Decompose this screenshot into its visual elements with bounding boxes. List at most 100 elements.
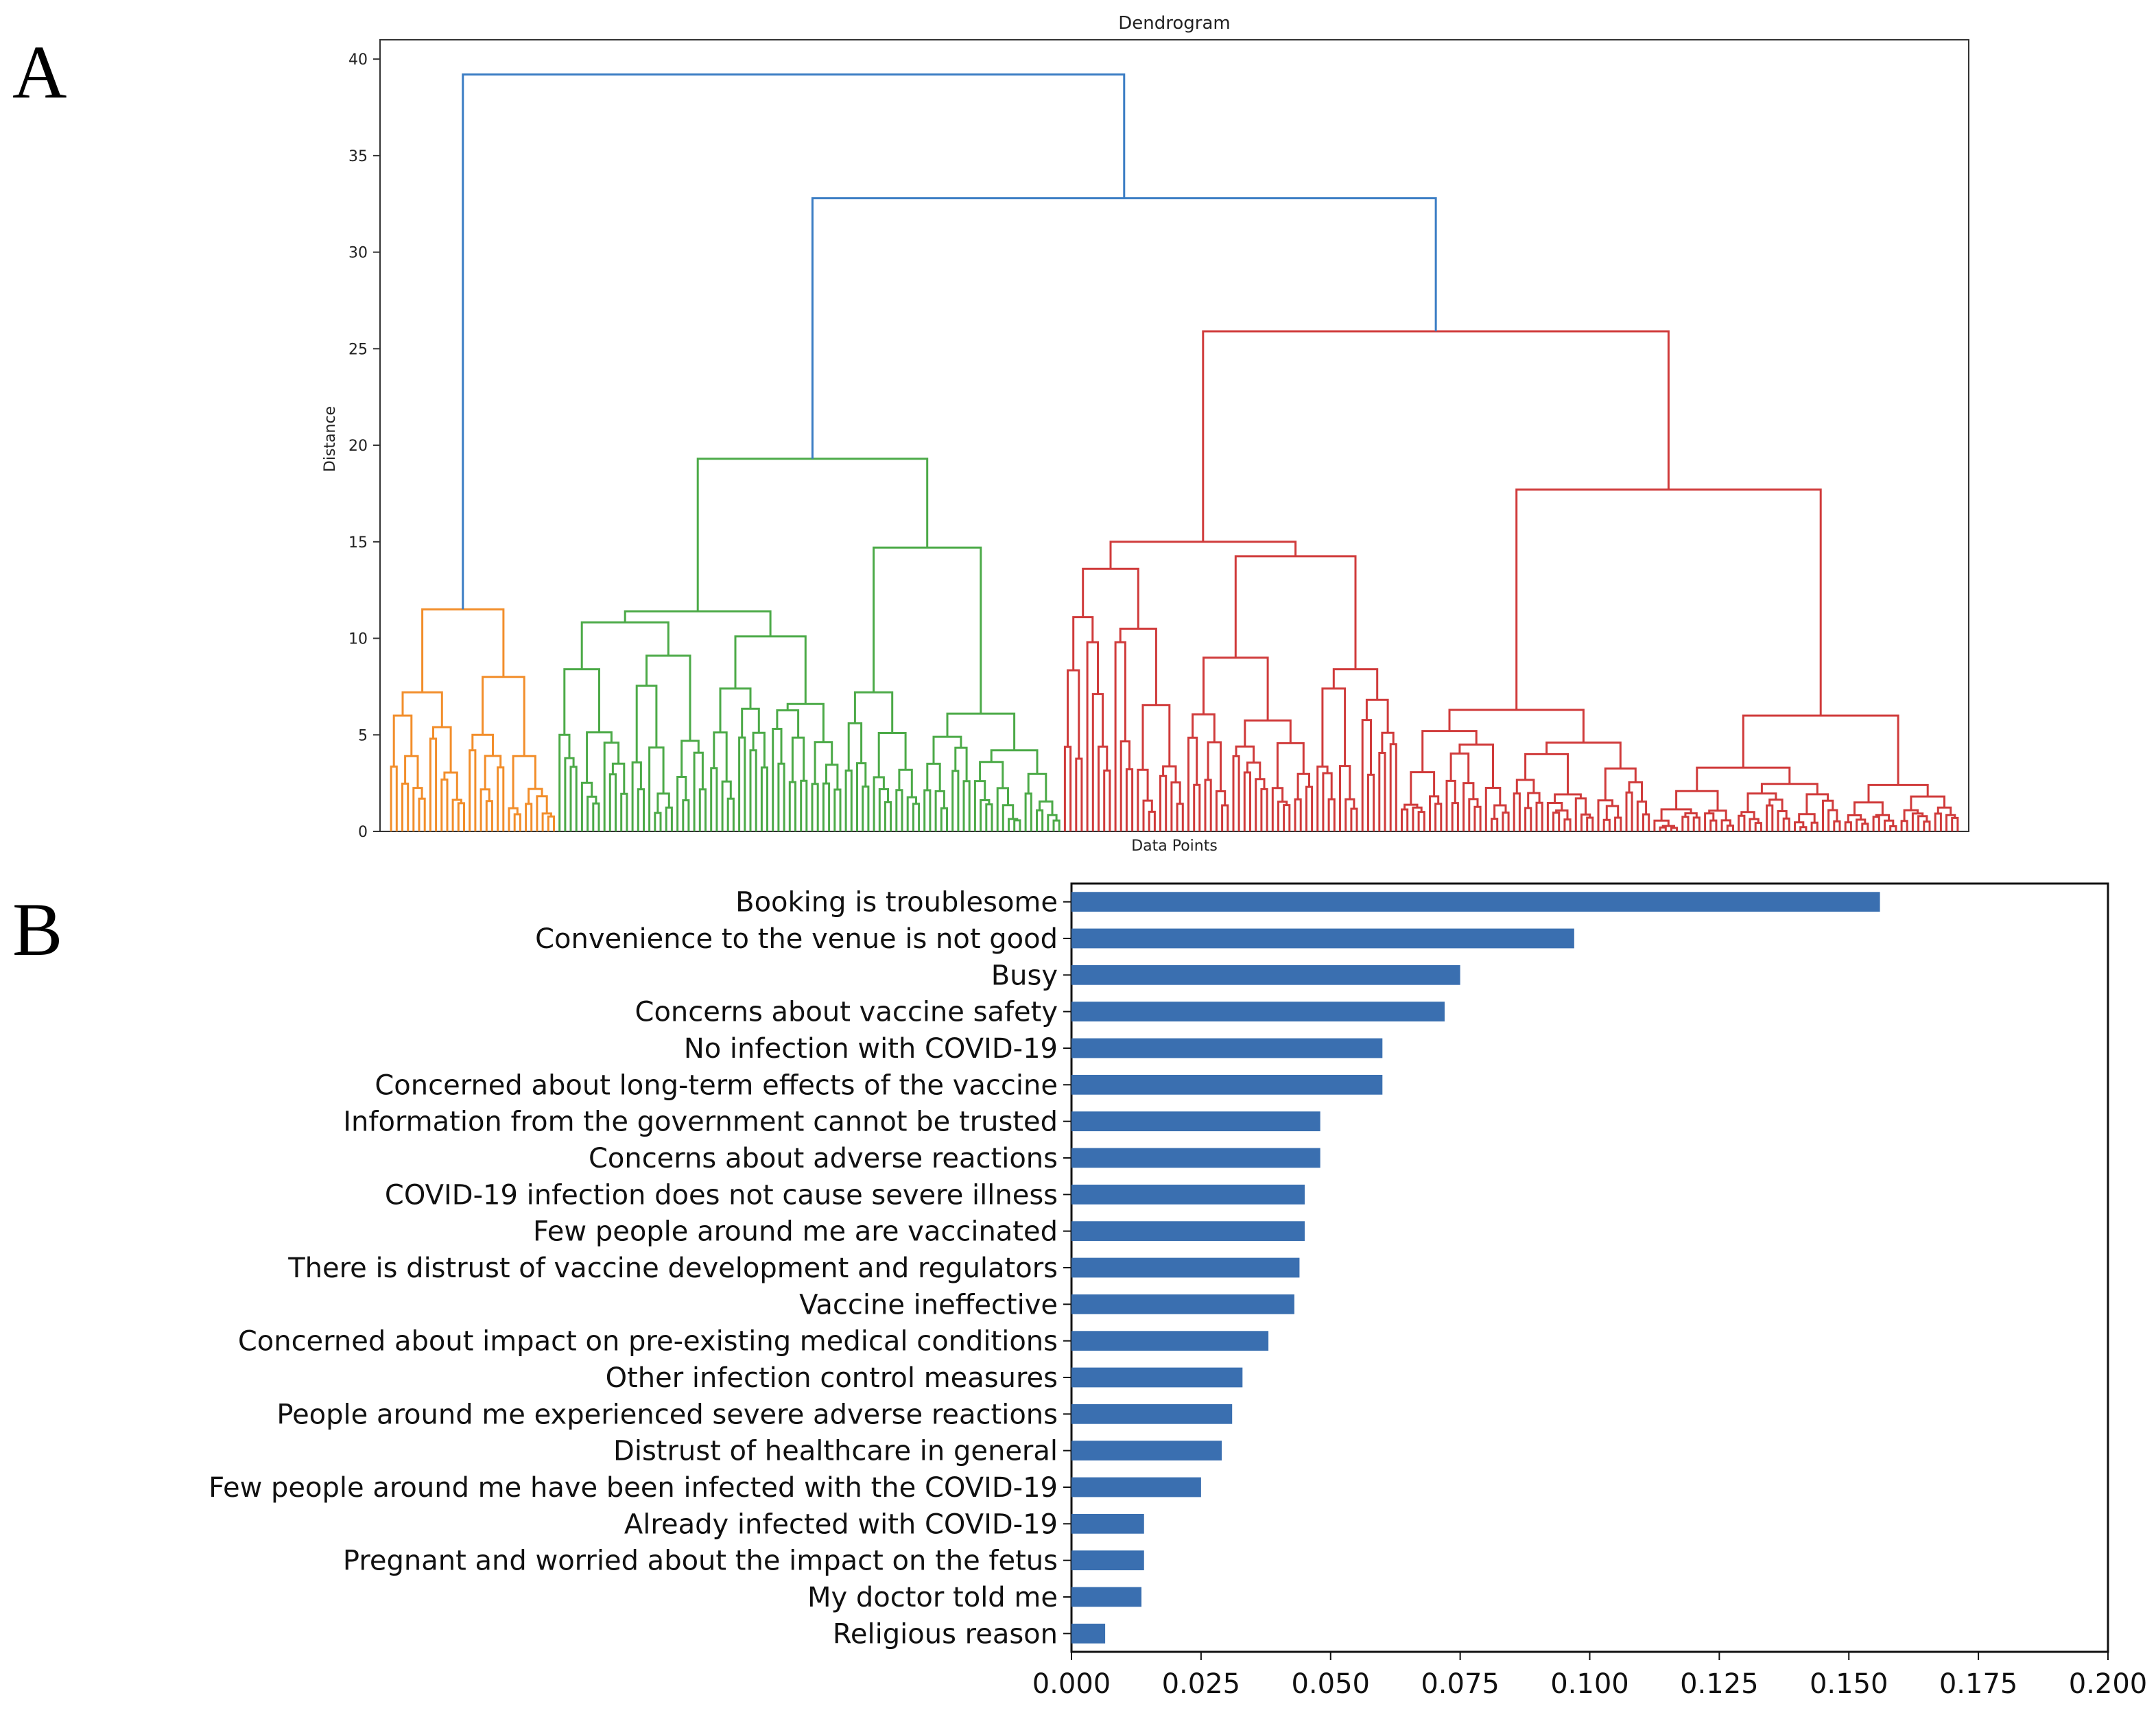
red-cluster-link [1332,668,1379,700]
category-label: Busy [991,960,1058,991]
red-cluster-link [1604,767,1637,801]
x-tick-label: 0.200 [2069,1668,2148,1700]
red-cluster-link [1934,812,1942,831]
red-cluster-link [1659,826,1667,831]
category-label: Booking is troublesome [735,887,1058,919]
green-cluster-link [749,749,757,831]
red-cluster-link [1493,804,1507,819]
red-cluster-link [1872,816,1880,831]
red-cluster-link [1294,798,1302,831]
category-label: Already infected with COVID-19 [624,1508,1058,1540]
red-cluster-link [1900,820,1908,831]
dendrogram-y-tick-label: 40 [348,51,368,69]
red-cluster-link [1653,819,1670,831]
category-label: Information from the government cannot b… [343,1106,1058,1138]
orange-cluster-link [469,749,477,831]
green-cluster-link [738,736,746,831]
orange-cluster-link [513,813,521,831]
red-cluster-link [1768,798,1784,812]
panel-label-a: A [12,30,67,114]
green-cluster-link [563,668,600,735]
red-cluster-link [1159,774,1168,831]
orange-cluster-link [479,788,490,831]
dendrogram-y-label: Distance [322,406,339,472]
category-label: COVID-19 infection does not cause severe… [385,1179,1058,1211]
green-cluster-link [676,776,687,831]
green-cluster-link [934,790,945,831]
red-cluster-link [1412,806,1423,831]
orange-cluster-link [412,787,423,831]
red-cluster-link [1636,801,1648,831]
bar [1071,1184,1305,1205]
red-cluster-link [1628,781,1643,802]
green-cluster-link [877,732,907,777]
red-cluster-link [1403,803,1419,809]
red-cluster-link [1766,804,1774,831]
red-cluster-link [1742,714,1899,785]
orange-cluster-link [392,714,413,767]
red-cluster-link [1917,815,1928,831]
green-cluster-link [1002,804,1015,831]
dendrogram-y-tick-label: 15 [348,534,368,552]
red-cluster-link [1296,772,1310,800]
green-cluster-link [654,812,662,831]
red-cluster-link [1162,765,1177,783]
red-cluster-link [1861,822,1869,831]
red-cluster-link [1260,788,1268,831]
bar [1071,1441,1222,1461]
red-cluster-link [1086,641,1099,831]
red-cluster-link [1170,781,1181,831]
green-cluster-link [558,733,571,831]
red-cluster-link [1524,807,1532,831]
green-cluster-link [631,761,642,831]
red-cluster-link [1554,793,1582,803]
green-cluster-link [898,768,913,798]
red-cluster-link [1602,818,1611,831]
green-cluster-link [884,801,892,831]
green-cluster-link [1013,819,1021,831]
red-cluster-link [1421,730,1478,772]
dendrogram-frame [379,39,1969,832]
red-cluster-link [1491,818,1499,831]
green-cluster-link [932,735,962,764]
red-cluster-link [1339,765,1351,831]
orange-cluster-link [440,778,449,831]
bar [1071,1623,1106,1644]
red-cluster-link [1207,741,1222,792]
red-cluster-link [1884,819,1895,831]
orange-cluster-link [451,798,462,831]
green-cluster-link [719,687,752,733]
red-cluster-link [1114,641,1126,831]
red-cluster-link [1193,783,1201,831]
green-cluster-link [788,781,796,831]
red-cluster-link [1350,807,1358,831]
green-cluster-link [996,787,1009,831]
red-cluster-link [1513,792,1521,831]
dendrogram-x-label: Data Points [1131,838,1218,855]
green-cluster-link [853,691,894,733]
red-cluster-link [1889,825,1897,831]
red-cluster-link [1563,818,1572,831]
green-cluster-link [1052,819,1061,831]
green-cluster-link [912,803,921,831]
category-label: People around me experienced severe adve… [276,1399,1058,1430]
orange-cluster-link [536,795,548,831]
green-cluster-link [1039,800,1054,816]
green-cluster-link [645,654,691,741]
green-cluster-link [734,635,807,704]
red-cluster-link [1381,731,1395,753]
red-cluster-link [1760,783,1819,794]
green-cluster-link [906,796,917,831]
red-cluster-link [1951,816,1959,831]
bar [1071,1111,1320,1132]
category-label: Concerned about impact on pre-existing m… [238,1326,1058,1358]
orange-cluster-link [404,755,419,788]
green-cluster-link [980,799,991,831]
green-cluster-link [844,769,853,831]
bar [1071,1074,1383,1095]
red-cluster-link [1451,802,1459,831]
category-label: Religious reason [833,1618,1058,1650]
orange-cluster-link [525,803,533,831]
bar [1071,1038,1383,1058]
red-cluster-link [1782,817,1790,831]
